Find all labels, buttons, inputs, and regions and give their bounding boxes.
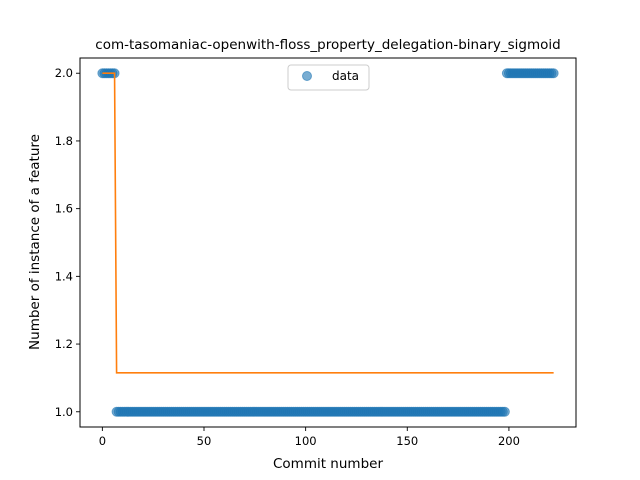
- y-tick-label: 2.0: [55, 66, 73, 80]
- legend: data: [287, 64, 370, 91]
- legend-label-data: data: [332, 69, 359, 83]
- x-tick-label: 200: [498, 434, 520, 448]
- data-point: [499, 406, 510, 417]
- x-tick-label: 150: [396, 434, 418, 448]
- x-axis-label: Commit number: [273, 456, 383, 472]
- x-tick-label: 100: [295, 434, 317, 448]
- y-axis: 1.0 1.2 1.4 1.6 1.8 2.0: [55, 66, 80, 419]
- legend-marker-data: [302, 71, 312, 81]
- chart-title: com-tasomaniac-openwith-floss_property_d…: [95, 37, 560, 53]
- y-axis-label: Number of instance of a feature: [27, 134, 43, 350]
- fit-line: [102, 72, 554, 374]
- x-tick-label: 0: [99, 434, 106, 448]
- y-tick-label: 1.6: [55, 202, 73, 216]
- y-tick-label: 1.8: [55, 134, 73, 148]
- x-tick-label: 50: [197, 434, 212, 448]
- plot-area: [97, 68, 559, 417]
- x-axis: 0 50 100 150 200: [99, 427, 520, 448]
- y-tick-label: 1.0: [55, 405, 73, 419]
- data-point: [548, 68, 559, 79]
- y-tick-label: 1.2: [55, 337, 73, 351]
- plot-frame: [79, 57, 577, 428]
- y-tick-label: 1.4: [55, 269, 73, 283]
